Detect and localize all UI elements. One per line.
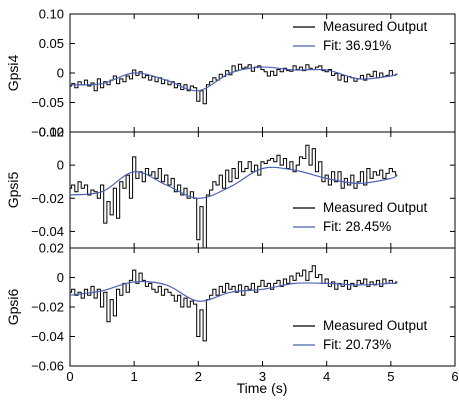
x-tick-label: 0 [66, 369, 73, 384]
x-tick-label: 6 [451, 369, 458, 384]
panel-gpsi4: 0.10 0.05 0 −0.05 −0.10 Gpsi4 Measured Output F… [5, 7, 456, 140]
x-tick-label: 2 [195, 369, 202, 384]
legend-label: Measured Output [323, 200, 428, 215]
x-axis-ticks: 0 1 2 3 4 5 6 [66, 369, 458, 384]
y-tick-label: −0.04 [31, 329, 64, 344]
y-tick-label: 0.02 [39, 125, 64, 140]
y-axis-label: Gpsi4 [5, 55, 21, 92]
measured-output-line [70, 63, 398, 105]
legend: Measured Output Fit: 36.91% [293, 19, 428, 53]
y-axis-label: Gpsi5 [5, 172, 21, 209]
plot-frame [69, 247, 456, 367]
y-tick-label: −0.05 [31, 95, 64, 110]
legend: Measured Output Fit: 20.73% [293, 318, 428, 352]
y-tick-label: −0.02 [31, 300, 64, 315]
y-tick-label: −0.04 [31, 224, 64, 239]
panel-gpsi6: 0.02 0 −0.02 −0.04 −0.06 Gpsi6 Measured Output… [5, 241, 456, 374]
fit-line [69, 66, 398, 92]
y-tick-label: 0 [57, 66, 64, 81]
legend-label: Measured Output [323, 318, 428, 333]
y-tick-label: 0.05 [39, 36, 64, 51]
y-tick-label: −0.10 [31, 125, 64, 140]
panel-gpsi5: 0.02 0 −0.02 −0.04 Gpsi5 Measured Output Fit: … [5, 125, 456, 249]
y-tick-label: 0 [57, 158, 64, 173]
measured-output-line [70, 144, 398, 249]
legend-label: Measured Output [323, 19, 428, 34]
y-tick-label: 0.10 [39, 7, 64, 22]
chart-panels: 0.10 0.05 0 −0.05 −0.10 Gpsi4 Measured Output F… [5, 7, 456, 374]
plot-frame [69, 131, 456, 249]
y-tick-label: 0.02 [39, 241, 64, 256]
y-tick-label: −0.06 [31, 359, 64, 374]
legend-label: Fit: 28.45% [323, 219, 391, 234]
fit-line [69, 166, 398, 199]
fit-line [69, 280, 398, 302]
x-tick-label: 3 [259, 369, 266, 384]
legend: Measured Output Fit: 28.45% [293, 200, 428, 234]
legend-label: Fit: 36.91% [323, 38, 391, 53]
x-axis-label: Time (s) [237, 380, 288, 396]
y-axis-label: Gpsi6 [5, 289, 21, 326]
x-tick-label: 1 [131, 369, 138, 384]
x-tick-label: 5 [387, 369, 394, 384]
y-tick-label: 0 [57, 270, 64, 285]
legend-label: Fit: 20.73% [323, 337, 391, 352]
x-tick-label: 4 [323, 369, 330, 384]
y-tick-label: −0.02 [31, 191, 64, 206]
